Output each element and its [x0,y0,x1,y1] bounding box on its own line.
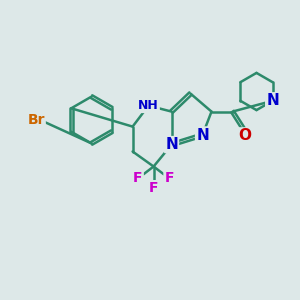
Text: NH: NH [138,99,159,112]
Text: F: F [133,171,143,185]
Text: F: F [149,181,158,195]
Text: N: N [266,93,279,108]
Text: N: N [196,128,209,142]
Text: F: F [164,171,174,185]
Text: N: N [165,137,178,152]
Text: Br: Br [27,113,45,127]
Text: O: O [238,128,251,143]
